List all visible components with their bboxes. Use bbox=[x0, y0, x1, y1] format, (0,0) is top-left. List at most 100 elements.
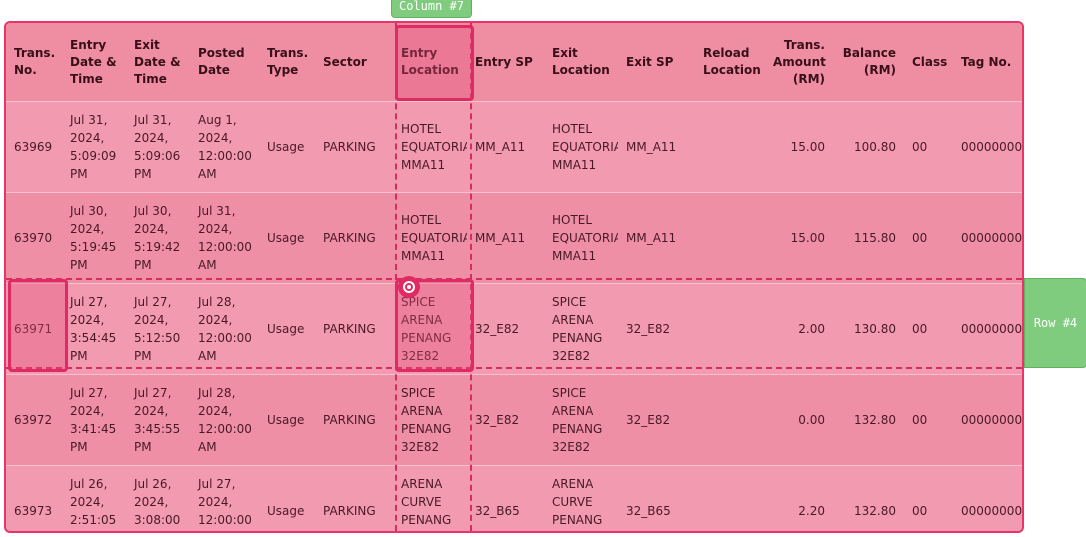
table-cell: MM_A11 bbox=[618, 192, 695, 284]
table-cell: 15.00 bbox=[765, 192, 833, 284]
table-cell: Jul 27, 2024, 3:54:45 PM bbox=[62, 283, 126, 375]
table-cell: 00 bbox=[904, 283, 953, 375]
table-cell: 00 bbox=[904, 192, 953, 284]
table-cell: Jul 26, 2024, 3:08:00 PM bbox=[126, 465, 190, 531]
table-cell: 63970 bbox=[6, 192, 62, 284]
col-header-trans-amount[interactable]: Trans. Amount (RM) bbox=[765, 23, 833, 102]
table-cell: 115.80 bbox=[833, 192, 904, 284]
table-cell: HOTEL EQUATORIAL MMA11 bbox=[544, 101, 618, 193]
table-row[interactable]: 63970 Jul 30, 2024, 5:19:45 PM Jul 30, 202… bbox=[6, 192, 1022, 284]
table-cell: 130.80 bbox=[833, 283, 904, 375]
table-cell: 0.00 bbox=[765, 374, 833, 466]
table-cell: HOTEL EQUATORIAL MMA11 bbox=[544, 192, 618, 284]
col-header-entry-sp[interactable]: Entry SP bbox=[467, 23, 544, 102]
table-cell: 100.80 bbox=[833, 101, 904, 193]
table-cell: PARKING bbox=[315, 465, 393, 531]
table-cell: PARKING bbox=[315, 374, 393, 466]
table-cell: SPICE ARENA PENANG 32E82 bbox=[544, 283, 618, 375]
table-cell: 63973 bbox=[6, 465, 62, 531]
table-cell: ARENA CURVE PENANG 32B65 bbox=[393, 465, 467, 531]
table-cell: HOTEL EQUATORIAL MMA11 bbox=[393, 101, 467, 193]
table-cell bbox=[695, 192, 765, 284]
table-cell: HOTEL EQUATORIAL MMA11 bbox=[393, 192, 467, 284]
col-header-sector[interactable]: Sector bbox=[315, 23, 393, 102]
table-cell: Jul 30, 2024, 5:19:45 PM bbox=[62, 192, 126, 284]
table-cell: 00000000 bbox=[953, 283, 1022, 375]
table-cell: MM_A11 bbox=[467, 192, 544, 284]
col-header-class[interactable]: Class bbox=[904, 23, 953, 102]
table-row[interactable]: 63969 Jul 31, 2024, 5:09:09 PM Jul 31, 202… bbox=[6, 101, 1022, 193]
table-cell: 2.00 bbox=[765, 283, 833, 375]
table-cell: Usage bbox=[259, 101, 315, 193]
col-header-tag-no[interactable]: Tag No. bbox=[953, 23, 1022, 102]
table-cell: Jul 28, 2024, 12:00:00 AM bbox=[190, 374, 259, 466]
table-cell: Jul 27, 2024, 12:00:00 AM bbox=[190, 465, 259, 531]
table-cell: Jul 30, 2024, 5:19:42 PM bbox=[126, 192, 190, 284]
col-header-trans-type[interactable]: Trans. Type bbox=[259, 23, 315, 102]
table-cell: 63972 bbox=[6, 374, 62, 466]
table-cell: 00000000 bbox=[953, 192, 1022, 284]
table-cell: Usage bbox=[259, 283, 315, 375]
column-7-highlight-label: Column #7 bbox=[391, 0, 472, 18]
table-cell: 32_E82 bbox=[618, 374, 695, 466]
table-cell: Jul 27, 2024, 5:12:50 PM bbox=[126, 283, 190, 375]
table-cell: Usage bbox=[259, 465, 315, 531]
col-header-posted-date[interactable]: Posted Date bbox=[190, 23, 259, 102]
table-row[interactable]: 63972 Jul 27, 2024, 3:41:45 PM Jul 27, 202… bbox=[6, 374, 1022, 466]
col-header-reload-location[interactable]: Reload Location bbox=[695, 23, 765, 102]
table-cell: Usage bbox=[259, 374, 315, 466]
table-cell bbox=[695, 374, 765, 466]
transactions-table-frame: Trans. No. Entry Date & Time Exit Date &… bbox=[4, 21, 1024, 533]
table-cell: 63971 bbox=[6, 283, 62, 375]
table-body: 63969 Jul 31, 2024, 5:09:09 PM Jul 31, 202… bbox=[6, 101, 1022, 531]
table-cell: MM_A11 bbox=[467, 101, 544, 193]
table-cell: 32_E82 bbox=[467, 283, 544, 375]
table-cell: 32_E82 bbox=[467, 374, 544, 466]
table-cell: Jul 27, 2024, 3:41:45 PM bbox=[62, 374, 126, 466]
table-cell: 15.00 bbox=[765, 101, 833, 193]
table-cell: 32_B65 bbox=[467, 465, 544, 531]
table-cell: 132.80 bbox=[833, 374, 904, 466]
table-cell: SPICE ARENA PENANG 32E82 bbox=[393, 283, 467, 375]
table-cell: 00 bbox=[904, 374, 953, 466]
table-cell: 32_B65 bbox=[618, 465, 695, 531]
col-header-exit-date[interactable]: Exit Date & Time bbox=[126, 23, 190, 102]
table-cell bbox=[695, 465, 765, 531]
col-header-exit-location[interactable]: Exit Location bbox=[544, 23, 618, 102]
table-cell: 00000000 bbox=[953, 465, 1022, 531]
table-cell: 00000000 bbox=[953, 101, 1022, 193]
table-cell: 63969 bbox=[6, 101, 62, 193]
table-cell: 00 bbox=[904, 465, 953, 531]
table-cell: SPICE ARENA PENANG 32E82 bbox=[393, 374, 467, 466]
table-cell: SPICE ARENA PENANG 32E82 bbox=[544, 374, 618, 466]
col-header-exit-sp[interactable]: Exit SP bbox=[618, 23, 695, 102]
table-cell: MM_A11 bbox=[618, 101, 695, 193]
table-header-row: Trans. No. Entry Date & Time Exit Date &… bbox=[6, 23, 1022, 102]
col-header-entry-date[interactable]: Entry Date & Time bbox=[62, 23, 126, 102]
table-cell: Aug 1, 2024, 12:00:00 AM bbox=[190, 101, 259, 193]
table-cell: Jul 31, 2024, 5:09:09 PM bbox=[62, 101, 126, 193]
table-cell: PARKING bbox=[315, 283, 393, 375]
table-cell: PARKING bbox=[315, 101, 393, 193]
table-cell: 00000000 bbox=[953, 374, 1022, 466]
table-cell: Jul 26, 2024, 2:51:05 PM bbox=[62, 465, 126, 531]
table-cell: Jul 28, 2024, 12:00:00 AM bbox=[190, 283, 259, 375]
table-cell bbox=[695, 283, 765, 375]
transactions-table: Trans. No. Entry Date & Time Exit Date &… bbox=[6, 23, 1022, 531]
table-cell: Jul 31, 2024, 5:09:06 PM bbox=[126, 101, 190, 193]
table-cell: 132.80 bbox=[833, 465, 904, 531]
col-header-balance[interactable]: Balance (RM) bbox=[833, 23, 904, 102]
col-header-trans-no[interactable]: Trans. No. bbox=[6, 23, 62, 102]
table-cell: PARKING bbox=[315, 192, 393, 284]
table-cell: Jul 27, 2024, 3:45:55 PM bbox=[126, 374, 190, 466]
table-cell: ARENA CURVE PENANG 32B65 bbox=[544, 465, 618, 531]
target-icon bbox=[398, 276, 420, 298]
table-cell: 32_E82 bbox=[618, 283, 695, 375]
col-header-entry-location[interactable]: Entry Location bbox=[393, 23, 467, 102]
table-cell: 00 bbox=[904, 101, 953, 193]
table-cell bbox=[695, 101, 765, 193]
table-cell: Jul 31, 2024, 12:00:00 AM bbox=[190, 192, 259, 284]
table-row[interactable]: 63971 Jul 27, 2024, 3:54:45 PM Jul 27, 202… bbox=[6, 283, 1022, 375]
table-cell: Usage bbox=[259, 192, 315, 284]
